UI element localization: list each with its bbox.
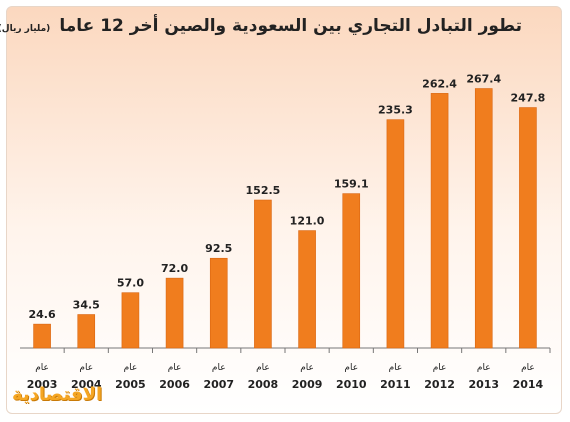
value-label-2013: 267.4 xyxy=(466,73,501,86)
x-tick-label-2003: 2003 xyxy=(27,378,58,391)
x-tick-prefix-2012: عام xyxy=(433,363,447,373)
x-tick-prefix-2009: عام xyxy=(300,363,314,373)
value-label-2009: 121.0 xyxy=(290,215,325,228)
value-label-2004: 34.5 xyxy=(73,299,100,312)
x-tick-label-2009: 2009 xyxy=(292,378,323,391)
bar-2012 xyxy=(430,93,449,349)
x-tick-label-2014: 2014 xyxy=(513,378,544,391)
x-tick-prefix-2011: عام xyxy=(389,363,403,373)
chart-frame xyxy=(6,6,562,414)
x-tick-label-2013: 2013 xyxy=(468,378,499,391)
x-tick-prefix-2013: عام xyxy=(477,363,491,373)
value-label-2010: 159.1 xyxy=(334,178,369,191)
bar-2003 xyxy=(33,323,51,349)
x-tick-prefix-2008: عام xyxy=(256,363,270,373)
value-label-2012: 262.4 xyxy=(422,77,457,90)
x-tick-label-2007: 2007 xyxy=(203,378,234,391)
x-tick-prefix-2006: عام xyxy=(168,363,182,373)
bar-2007 xyxy=(209,257,228,349)
bar-2011 xyxy=(386,119,405,349)
bar-2005 xyxy=(121,292,140,349)
chart-title: تطور التبادل التجاري بين السعودية والصين… xyxy=(59,16,522,36)
x-tick-label-2004: 2004 xyxy=(71,378,102,391)
x-tick-label-2005: 2005 xyxy=(115,378,146,391)
x-tick-label-2008: 2008 xyxy=(248,378,279,391)
bar-2013 xyxy=(474,88,493,349)
chart-title-block: تطور التبادل التجاري بين السعودية والصين… xyxy=(0,16,522,36)
value-label-2005: 57.0 xyxy=(117,277,144,290)
x-tick-label-2011: 2011 xyxy=(380,378,411,391)
x-tick-prefix-2004: عام xyxy=(79,363,93,373)
bar-2010 xyxy=(342,193,361,349)
chart-unit: (مليار ريال) xyxy=(0,24,51,34)
bar-2014 xyxy=(519,107,537,349)
x-tick-label-2006: 2006 xyxy=(159,378,190,391)
value-label-2014: 247.8 xyxy=(511,92,546,105)
bar-2009 xyxy=(298,230,316,349)
x-tick-prefix-2007: عام xyxy=(212,363,226,373)
publisher-logo: الاقتصادية xyxy=(12,384,103,405)
bar-2008 xyxy=(254,199,272,349)
bar-2006 xyxy=(165,277,184,349)
x-tick-label-2010: 2010 xyxy=(336,378,367,391)
x-tick-label-2012: 2012 xyxy=(424,378,455,391)
x-tick-prefix-2005: عام xyxy=(124,363,138,373)
value-label-2003: 24.6 xyxy=(29,308,56,321)
value-label-2006: 72.0 xyxy=(161,262,188,275)
value-label-2007: 92.5 xyxy=(205,242,232,255)
value-label-2011: 235.3 xyxy=(378,104,413,117)
x-tick-prefix-2010: عام xyxy=(344,363,358,373)
x-tick-prefix-2014: عام xyxy=(521,363,535,373)
bar-2004 xyxy=(77,314,96,349)
x-tick-prefix-2003: عام xyxy=(35,363,49,373)
value-label-2008: 152.5 xyxy=(246,184,281,197)
